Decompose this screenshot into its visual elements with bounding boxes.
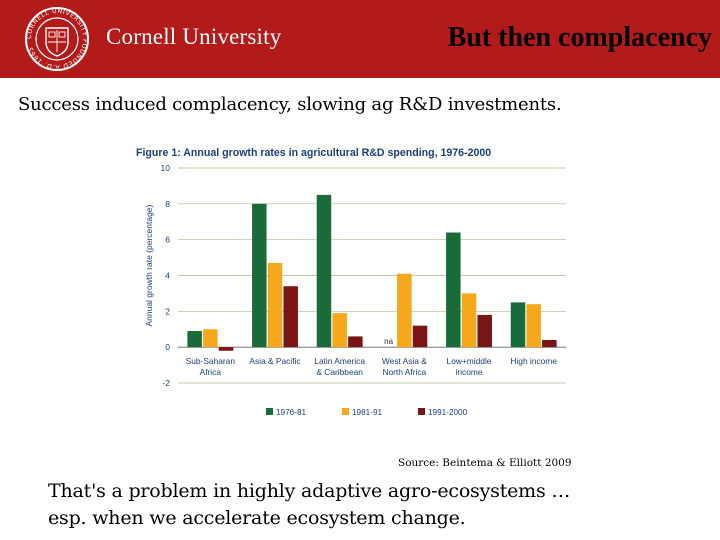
bar-1981-91-0 [203, 329, 218, 348]
x-category-label: Low+middle [447, 356, 492, 366]
x-category-label: Sub-Saharan [186, 356, 236, 366]
x-category-label: North Africa [382, 367, 426, 377]
bar-1976-81-1 [252, 203, 267, 348]
chart-y-ticks: -2 0 2 4 6 8 10 [161, 163, 171, 388]
chart-legend: 1976-81 1981-91 1991-2000 [266, 408, 468, 417]
na-annotation: na [384, 337, 393, 346]
cornell-seal-icon: CORNELL UNIVERSITY FOUNDED A.D. 1865 [25, 7, 89, 71]
x-category-label: Asia & Pacific [249, 356, 300, 366]
chart-y-axis-label: Annual growth rate (percentage) [144, 204, 154, 326]
footer-line-2: esp. when we accelerate ecosystem change… [48, 507, 466, 529]
bar-1981-91-3 [397, 273, 412, 348]
bar-1981-91-5 [526, 304, 541, 348]
chart-bars [187, 194, 557, 351]
y-tick-label: 10 [161, 163, 171, 173]
y-tick-label: -2 [162, 378, 170, 388]
bar-1976-81-5 [510, 302, 526, 348]
legend-label: 1976-81 [276, 408, 306, 417]
x-category-label: West Asia & [382, 356, 427, 366]
chart-annotations: na [384, 337, 393, 346]
footer-line-1: That's a problem in highly adaptive agro… [48, 480, 571, 502]
x-category-label: Africa [200, 367, 222, 377]
bar-chart: Figure 1: Annual growth rates in agricul… [136, 147, 566, 417]
y-tick-label: 4 [165, 271, 170, 281]
legend-label: 1991-2000 [428, 408, 468, 417]
bar-1991-2000-1 [283, 286, 298, 348]
header-banner: CORNELL UNIVERSITY FOUNDED A.D. 1865 Cor… [0, 0, 720, 78]
bar-1981-91-1 [267, 262, 283, 348]
x-category-label: & Caribbean [316, 367, 363, 377]
source-citation: Source: Beintema & Elliott 2009 [398, 457, 572, 469]
bar-1991-2000-5 [542, 340, 557, 348]
y-tick-label: 0 [165, 342, 170, 352]
legend-swatch [266, 408, 273, 415]
bar-1991-2000-4 [477, 314, 492, 348]
bar-1976-81-2 [316, 194, 332, 348]
legend-swatch [342, 408, 349, 415]
y-tick-label: 6 [165, 235, 170, 245]
bar-1991-2000-2 [348, 336, 363, 348]
bar-1991-2000-3 [412, 325, 428, 348]
slide-title: But then complacency [447, 22, 712, 53]
slide-subtitle: Success induced complacency, slowing ag … [18, 94, 562, 115]
y-tick-label: 2 [165, 306, 170, 316]
bar-1981-91-4 [461, 293, 477, 348]
legend-label: 1981-91 [352, 408, 382, 417]
x-category-label: income [456, 367, 483, 377]
bar-1981-91-2 [332, 313, 347, 348]
legend-swatch [418, 408, 425, 415]
y-tick-label: 8 [165, 199, 170, 209]
bar-1976-81-4 [446, 232, 461, 348]
x-category-label: Latin America [314, 356, 365, 366]
footer-text: That's a problem in highly adaptive agro… [48, 478, 708, 532]
x-category-label: High income [510, 356, 557, 366]
bar-1991-2000-0 [218, 347, 234, 351]
university-wordmark: Cornell University [106, 24, 282, 49]
chart-gridlines [178, 167, 566, 384]
bar-1976-81-0 [187, 331, 202, 348]
chart-title: Figure 1: Annual growth rates in agricul… [136, 147, 491, 159]
